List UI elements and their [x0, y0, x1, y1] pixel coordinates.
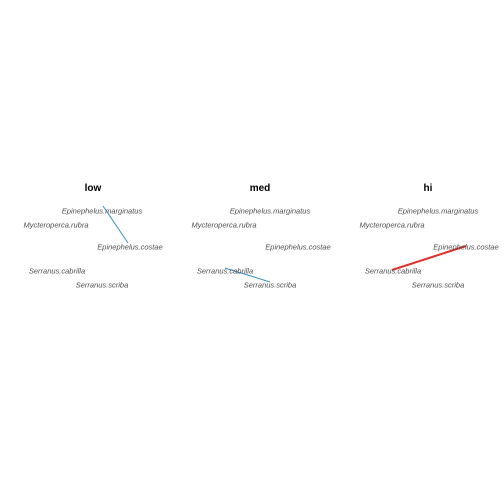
panel-hi: hi Epinephelus.marginatus Mycteroperca.rub…	[359, 183, 498, 290]
node-label: Epinephelus.costae	[265, 243, 330, 252]
node-label: Serranus.scriba	[412, 281, 465, 290]
panel-med: med Epinephelus.marginatus Mycteroperca.ru…	[191, 183, 330, 290]
panel-title-med: med	[250, 183, 271, 194]
node-label: Serranus.scriba	[76, 281, 129, 290]
node-label: Mycteroperca.rubra	[23, 221, 88, 230]
node-label: Serranus.cabrilla	[365, 267, 421, 276]
node-label: Epinephelus.costae	[97, 243, 162, 252]
node-label: Epinephelus.marginatus	[398, 207, 479, 216]
panel-title-hi: hi	[424, 183, 433, 194]
node-label: Mycteroperca.rubra	[191, 221, 256, 230]
node-label: Serranus.scriba	[244, 281, 297, 290]
node-label: Serranus.cabrilla	[29, 267, 85, 276]
node-label: Epinephelus.costae	[433, 243, 498, 252]
node-label: Epinephelus.marginatus	[62, 207, 143, 216]
node-label: Serranus.cabrilla	[197, 267, 253, 276]
node-label: Mycteroperca.rubra	[359, 221, 424, 230]
edge-low-0	[102, 205, 129, 244]
node-label: Epinephelus.marginatus	[230, 207, 311, 216]
panel-low: low Epinephelus.marginatus Mycteroperca.ru…	[23, 183, 162, 290]
panel-title-low: low	[85, 183, 102, 194]
edge-med-0	[224, 267, 271, 283]
edge-hi-0	[391, 245, 467, 271]
